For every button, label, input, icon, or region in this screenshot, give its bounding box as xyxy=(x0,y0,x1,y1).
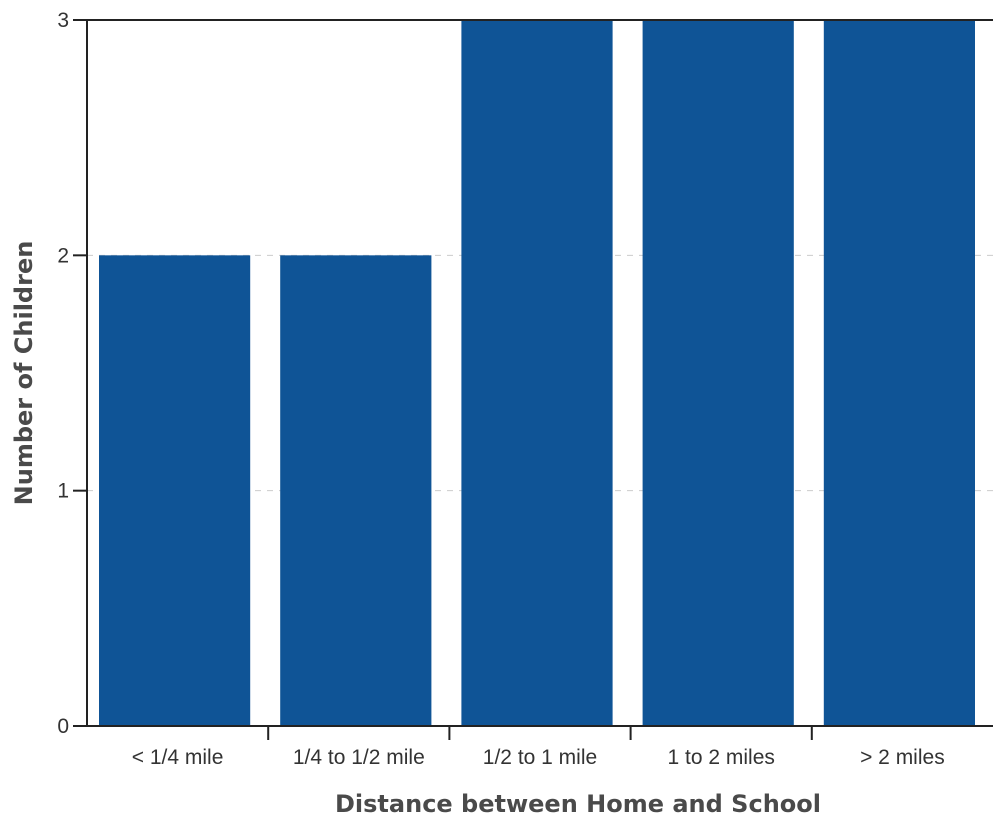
x-tick-label: > 2 miles xyxy=(860,746,945,769)
bar xyxy=(642,20,794,726)
y-tick-label: 2 xyxy=(57,244,69,267)
axes xyxy=(86,19,993,727)
bar xyxy=(280,255,432,727)
y-ticks: 0 1 2 3 xyxy=(57,9,87,738)
y-tick-label: 3 xyxy=(57,9,69,32)
y-tick-label: 0 xyxy=(57,715,69,738)
x-tick-label: < 1/4 mile xyxy=(132,746,224,769)
y-tick-label: 1 xyxy=(57,480,69,503)
x-tick-label: 1/4 to 1/2 mile xyxy=(293,746,425,769)
bar xyxy=(461,20,613,726)
x-tick-label: 1 to 2 miles xyxy=(668,746,775,769)
bar xyxy=(823,20,975,726)
x-axis-title: Distance between Home and School xyxy=(335,790,821,818)
x-tick-label: 1/2 to 1 mile xyxy=(483,746,597,769)
bars xyxy=(99,20,975,727)
y-axis-title: Number of Children xyxy=(10,241,38,506)
x-ticks: < 1/4 mile 1/4 to 1/2 mile 1/2 to 1 mile 1 … xyxy=(132,726,945,769)
bar xyxy=(99,255,251,727)
